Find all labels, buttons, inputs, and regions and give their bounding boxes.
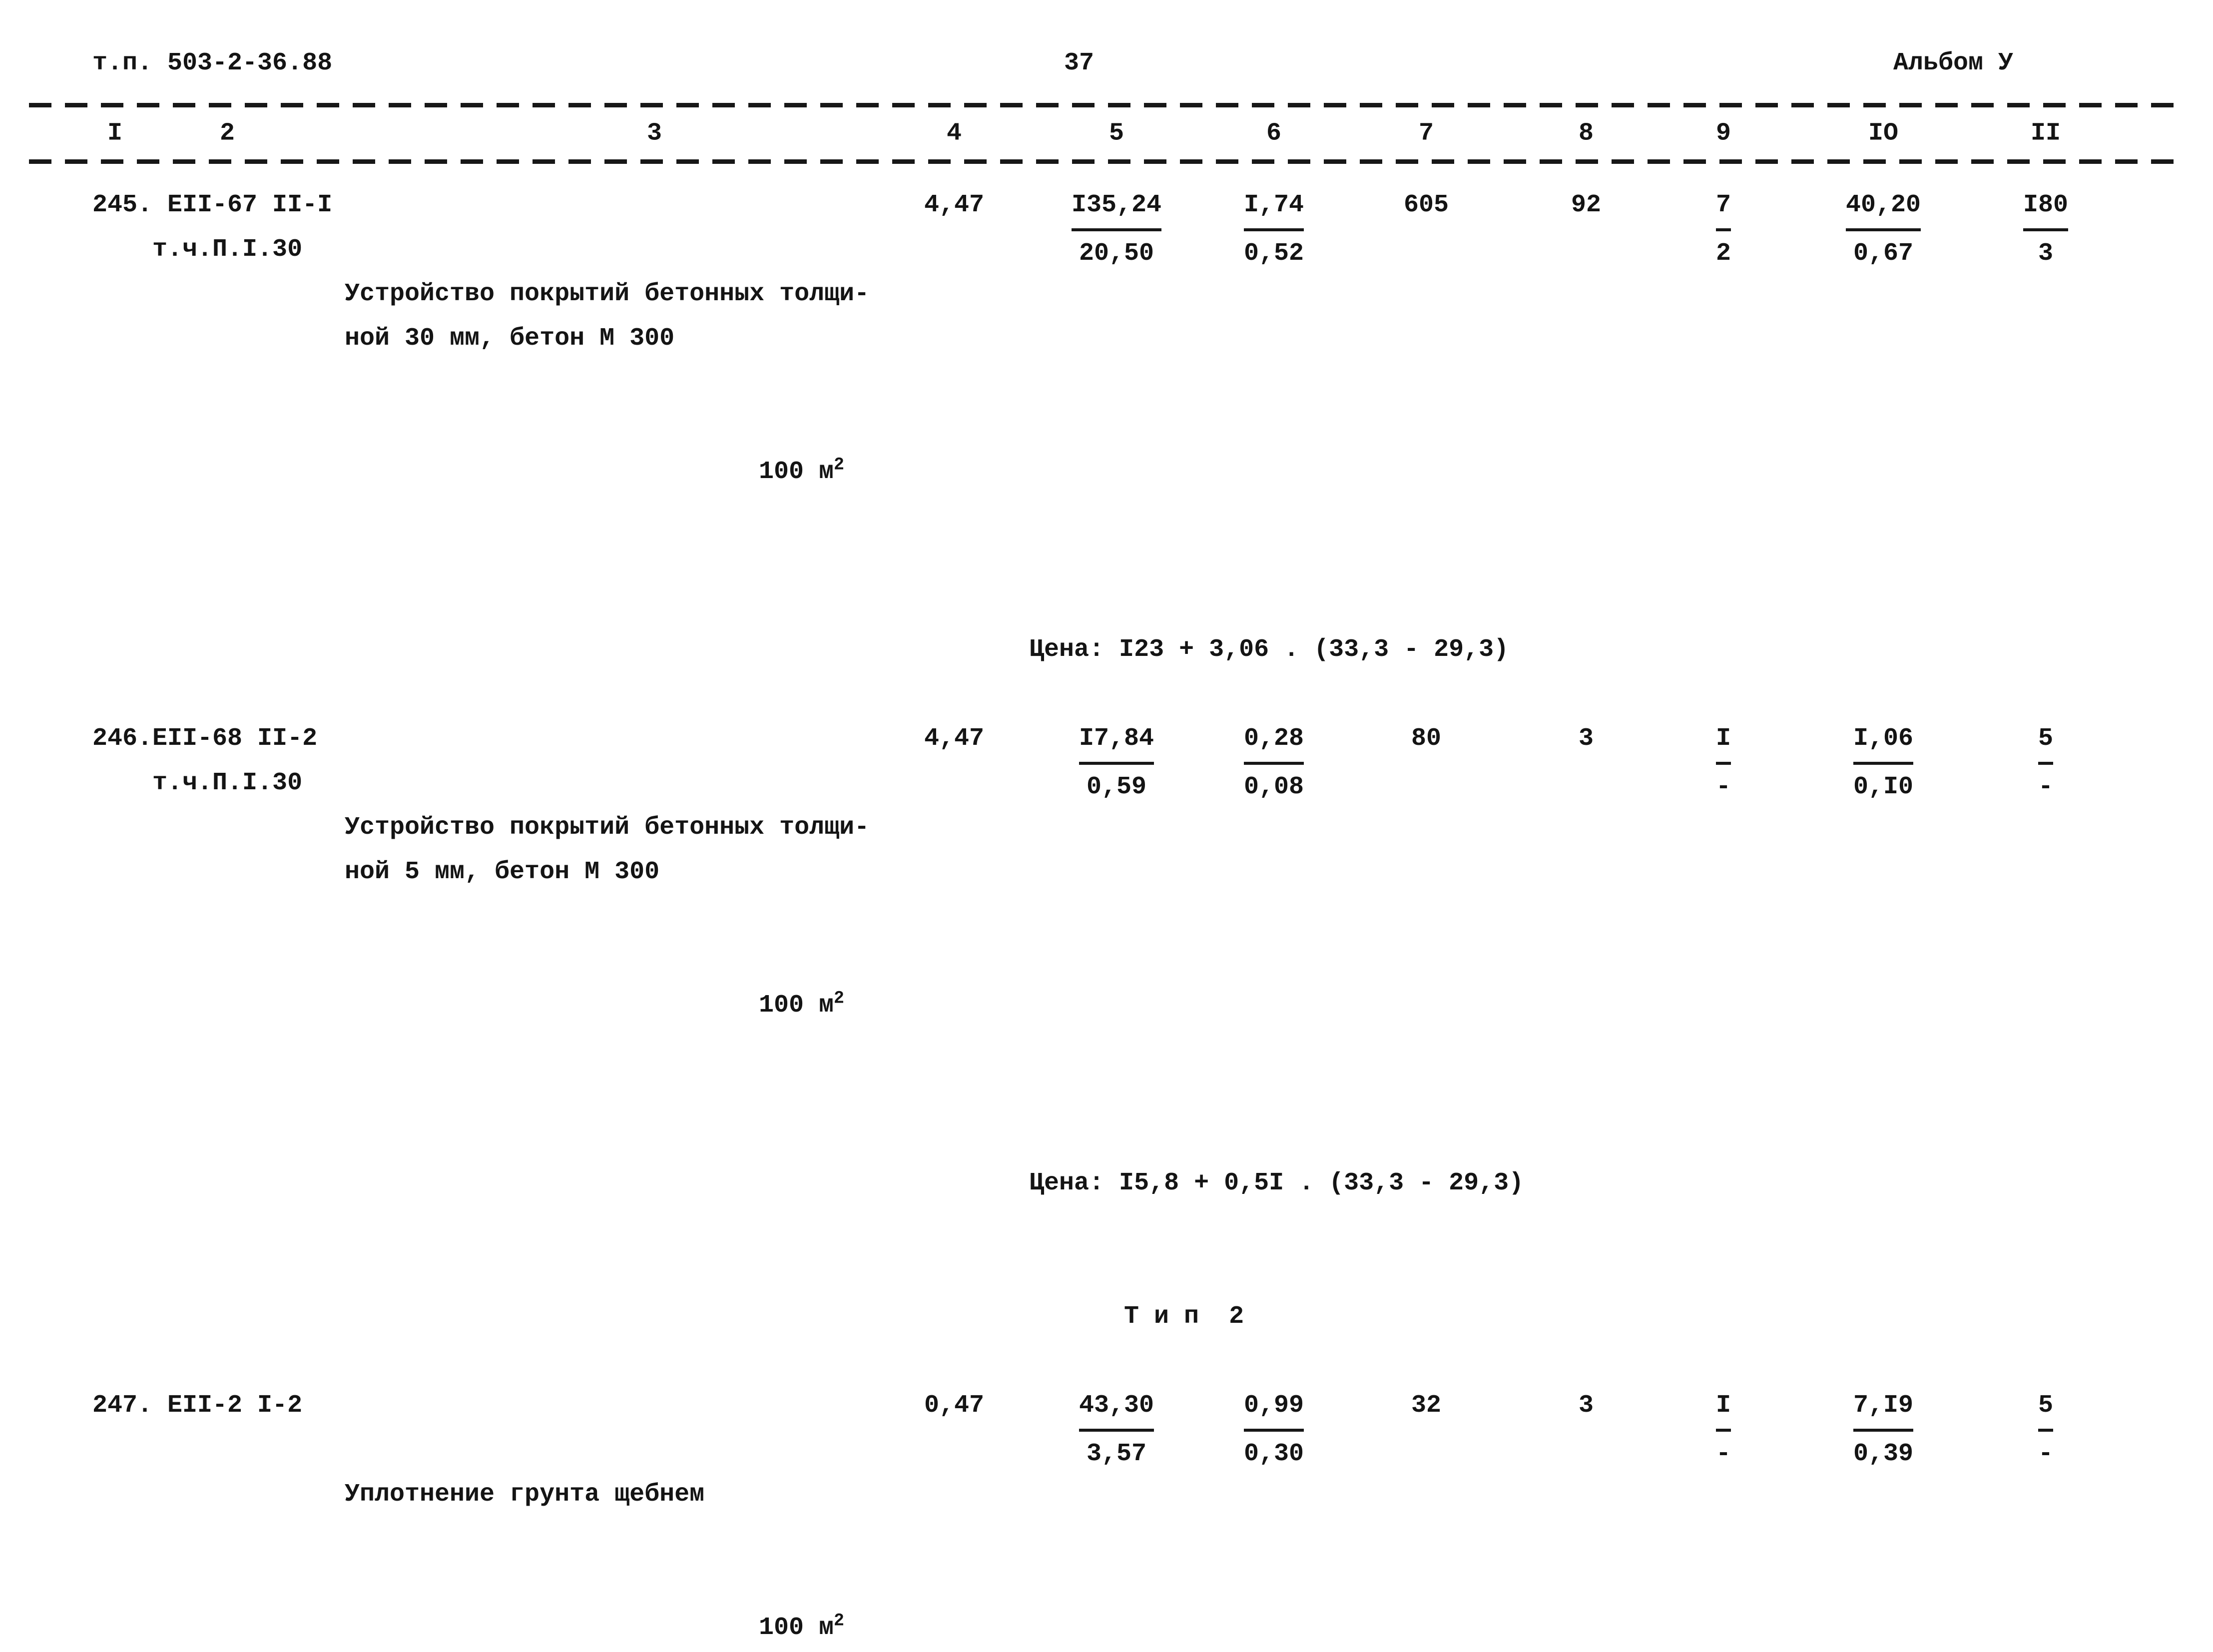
dashed-separator-bottom [29,159,2187,164]
page-number: 37 [1064,49,1095,77]
project-code: т.п. 503-2-36.88 [92,49,333,77]
column-number-9: 9 [1716,119,1731,148]
description-cell: Уплотнение грунта щебнем 100 м2 [345,1383,874,1652]
col7-value: 605 [1403,191,1449,219]
unit-of-measure: 100 м2 [758,1611,844,1642]
column-header-row: I 2 3 4 5 6 7 8 9 IO II [0,107,2213,159]
col8-value: 3 [1578,724,1594,753]
dashed-separator-top [29,103,2187,107]
unit-of-measure: 100 м2 [758,455,844,486]
work-description: Устройство покрытий бетонных толщи- ной … [345,280,870,353]
page-header: т.п. 503-2-36.88 37 Альбом У [0,0,2213,77]
unit-exponent: 2 [833,455,844,475]
col8-value: 92 [1571,191,1601,219]
price-formula-line: Цена: I23 + 3,06 . (33,3 - 29,3) [0,583,2213,716]
col5-value: 43,30 3,57 [1034,1383,1199,1476]
column-number-7: 7 [1419,119,1434,148]
col10-value: 7,I9 0,39 [1778,1383,1988,1476]
price-formula-text: Цена: I23 + 3,06 . (33,3 - 29,3) [1029,635,1509,664]
col9-value: I- [1668,1383,1778,1476]
unit-exponent: 2 [833,1611,844,1631]
col9-value: I- [1668,716,1778,809]
table-row: 245. ЕII-67 II-I т.ч.П.I.30 Устройство п… [0,183,2213,583]
col11-value: 5- [1988,716,2103,809]
column-number-8: 8 [1579,119,1594,148]
row-number-and-norm-code: 246.ЕII-68 II-2 т.ч.П.I.30 [92,724,318,797]
col7-value: 80 [1411,724,1441,753]
col5-value: I7,84 0,59 [1034,716,1199,809]
col6-value: I,74 0,52 [1199,183,1349,276]
price-formula-text: Цена: I5,8 + 0,5I . (33,3 - 29,3) [1029,1169,1524,1197]
col10-value: 40,20 0,67 [1778,183,1988,276]
column-number-10: IO [1868,119,1899,148]
column-number-2: 2 [220,119,235,148]
type-group-label: Т и п 2 [1124,1302,1244,1331]
col4-value: 4,47 [924,191,985,219]
row-number-and-norm-code: 247. ЕII-2 I-2 [92,1391,303,1420]
col4-value: 4,47 [924,724,985,753]
col7-value: 32 [1411,1391,1441,1420]
column-number-11: II [2031,119,2061,148]
description-cell: Устройство покрытий бетонных толщи- ной … [345,716,874,1116]
table-row: 246.ЕII-68 II-2 т.ч.П.I.30 Устройство по… [0,716,2213,1116]
table-row: 247. ЕII-2 I-2 Уплотнение грунта щебнем … [0,1383,2213,1652]
unit-of-measure: 100 м2 [758,988,844,1020]
col5-value: I35,24 20,50 [1034,183,1199,276]
album-label: Альбом У [1893,49,2014,77]
col10-value: I,06 0,I0 [1778,716,1988,809]
unit-exponent: 2 [833,988,844,1009]
price-formula-line: Цена: I5,8 + 0,5I . (33,3 - 29,3) [0,1116,2213,1250]
col8-value: 3 [1578,1391,1594,1420]
work-description: Уплотнение грунта щебнем [345,1480,705,1509]
table-body: 245. ЕII-67 II-I т.ч.П.I.30 Устройство п… [0,164,2213,1652]
col11-value: I80 3 [1988,183,2103,276]
type-group-heading: Т и п 2 [0,1250,2213,1383]
column-number-3: 3 [647,119,662,148]
row-number-and-norm-code: 245. ЕII-67 II-I т.ч.П.I.30 [92,191,333,264]
column-number-5: 5 [1109,119,1124,148]
column-number-4: 4 [947,119,962,148]
column-number-1: I [107,119,123,148]
col11-value: 5- [1988,1383,2103,1476]
column-number-6: 6 [1266,119,1282,148]
col6-value: 0,99 0,30 [1199,1383,1349,1476]
col6-value: 0,28 0,08 [1199,716,1349,809]
col4-value: 0,47 [924,1391,985,1420]
description-cell: Устройство покрытий бетонных толщи- ной … [345,183,874,583]
work-description: Устройство покрытий бетонных толщи- ной … [345,813,870,886]
